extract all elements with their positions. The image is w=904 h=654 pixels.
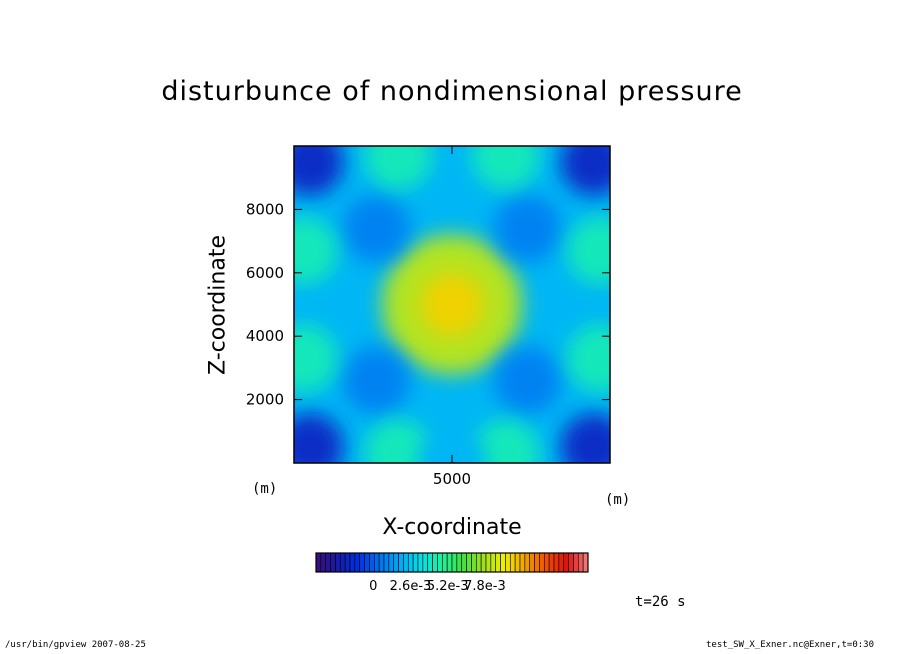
colorbar-segment	[441, 552, 448, 573]
field-feature	[560, 413, 610, 463]
footer-source-file: test_SW_X_Exner.nc@Exner,t=0:30	[706, 640, 874, 650]
colorbar-segment	[412, 552, 419, 573]
colorbar-segment	[320, 552, 327, 573]
field-feature	[294, 216, 338, 285]
colorbar-segment	[505, 552, 511, 573]
colorbar-segment	[330, 552, 336, 573]
colorbar-segment	[466, 552, 472, 573]
colorbar-segment	[495, 552, 501, 573]
colorbar-segment	[529, 552, 535, 573]
colorbar-segment	[437, 552, 443, 573]
colorbar-segment	[446, 552, 453, 573]
colorbar-segment	[325, 552, 331, 573]
colorbar-segment	[378, 552, 385, 573]
field-feature	[418, 429, 486, 463]
colorbar-segment	[519, 552, 526, 573]
colorbar-segment	[573, 552, 579, 573]
field-feature	[566, 324, 610, 393]
colorbar-label: 5.2e-3	[427, 579, 469, 594]
field-feature	[294, 146, 344, 196]
colorbar-segment	[369, 552, 375, 573]
colorbar-segment	[349, 552, 356, 573]
x-axis-unit: (m)	[252, 481, 278, 497]
field-feature	[364, 146, 433, 190]
colorbar-segment	[539, 552, 545, 573]
colorbar-segment	[524, 552, 531, 573]
colorbar-segment	[485, 552, 492, 573]
field-feature	[560, 146, 610, 196]
colorbar-label: 2.6e-3	[390, 579, 432, 594]
time-annotation: t=26 s	[635, 594, 686, 610]
colorbar-segment	[344, 552, 351, 573]
field-feature	[493, 194, 562, 263]
colorbar-segment	[383, 552, 390, 573]
y-axis-unit: (m)	[605, 492, 631, 508]
colorbar-segment	[543, 552, 550, 573]
colorbar-segment	[373, 552, 380, 573]
field-feature	[493, 346, 562, 415]
field-feature	[471, 419, 540, 463]
colorbar-segment	[315, 552, 322, 573]
x-tick-label: 5000	[433, 470, 471, 488]
colorbar-segment	[335, 552, 341, 573]
field-feature-core	[420, 273, 484, 336]
colorbar-segment	[403, 552, 409, 573]
colorbar-segment	[548, 552, 555, 573]
colorbar-segment	[553, 552, 560, 573]
field-feature	[566, 216, 610, 285]
colorbar-segment	[456, 552, 463, 573]
y-tick-label: 4000	[246, 327, 284, 345]
colorbar-segment	[422, 552, 429, 573]
colorbar-segment	[398, 552, 404, 573]
y-tick-label: 8000	[246, 200, 284, 218]
y-tick-label: 2000	[246, 391, 284, 409]
colorbar-segment	[568, 552, 574, 573]
field-feature	[294, 324, 338, 393]
field-feature	[342, 194, 411, 263]
field-feature	[294, 413, 344, 463]
colorbar-segment	[432, 552, 438, 573]
footer-program-date: /usr/bin/gpview 2007-08-25	[5, 640, 146, 650]
colorbar-segment	[563, 552, 569, 573]
chart-title: disturbunce of nondimensional pressure	[161, 76, 743, 107]
colorbar-segment	[339, 552, 346, 573]
colorbar-segment	[417, 552, 424, 573]
colorbar-segment	[490, 552, 497, 573]
colorbar-segment	[393, 552, 399, 573]
colorbar-segment	[577, 552, 584, 573]
colorbar-label: 0	[369, 579, 377, 594]
colorbar-segment	[582, 552, 589, 573]
field-feature	[364, 419, 433, 463]
y-tick-label: 6000	[246, 264, 284, 282]
colorbar-segment	[451, 552, 458, 573]
colorbar-segment	[427, 552, 433, 573]
colorbar-segment	[509, 552, 516, 573]
colorbar-segment	[534, 552, 540, 573]
x-axis-label: X-coordinate	[382, 515, 522, 540]
colorbar-segment	[354, 552, 361, 573]
colorbar-segment	[471, 552, 477, 573]
colorbar-frame	[315, 552, 589, 573]
colorbar-segment	[500, 552, 506, 573]
colorbar-segment	[558, 552, 565, 573]
colorbar-segment	[480, 552, 487, 573]
colorbar-segment	[475, 552, 482, 573]
colorbar-segment	[364, 552, 370, 573]
field-feature	[471, 146, 540, 190]
colorbar-segment	[388, 552, 395, 573]
colorbar-label: 7.8e-3	[464, 579, 506, 594]
field-feature	[342, 346, 411, 415]
colorbar-segment	[407, 552, 414, 573]
colorbar-segment	[461, 552, 467, 573]
y-axis-label: Z-coordinate	[205, 235, 231, 375]
colorbar-segment	[514, 552, 521, 573]
colorbar-segment	[359, 552, 365, 573]
